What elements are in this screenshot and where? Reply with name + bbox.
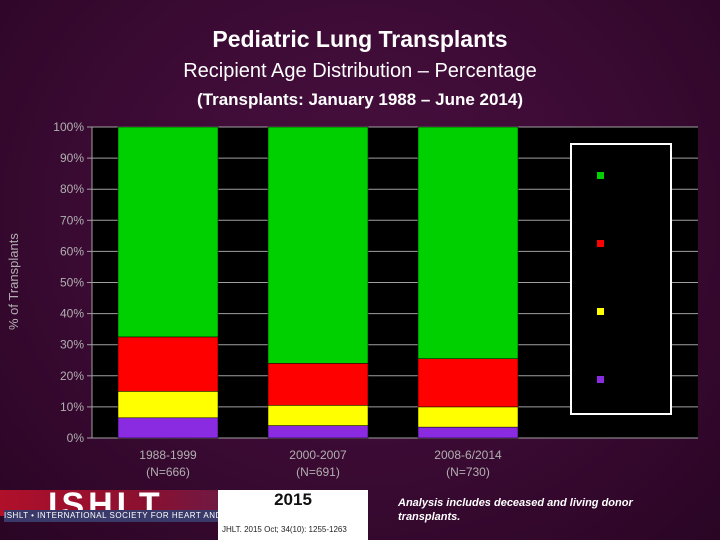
y-tick-label: 20% bbox=[60, 369, 84, 383]
y-tick-label: 80% bbox=[60, 182, 84, 196]
bar-segment bbox=[267, 126, 369, 364]
y-tick-label: 50% bbox=[60, 276, 84, 290]
y-tick-label: 90% bbox=[60, 151, 84, 165]
bar-segment bbox=[117, 126, 219, 338]
x-tick-label: 2008-6/2014 bbox=[434, 448, 502, 462]
y-tick-label: 40% bbox=[60, 307, 84, 321]
bar-segment bbox=[117, 391, 219, 419]
bar-segment bbox=[417, 406, 519, 428]
x-tick-label-count: (N=730) bbox=[446, 465, 490, 479]
legend-swatch bbox=[597, 172, 604, 179]
x-tick-label: 1988-1999 bbox=[139, 448, 197, 462]
bar-segment bbox=[417, 426, 519, 439]
bar-segment bbox=[117, 417, 219, 439]
chart-title: Pediatric Lung Transplants bbox=[212, 26, 508, 52]
report-year: 2015 bbox=[274, 490, 312, 509]
y-tick-label: 30% bbox=[60, 338, 84, 352]
x-tick-label-count: (N=666) bbox=[146, 465, 190, 479]
chart-subtitle-range: (Transplants: January 1988 – June 2014) bbox=[197, 90, 523, 109]
bar-segment bbox=[267, 405, 369, 426]
x-tick-label-count: (N=691) bbox=[296, 465, 340, 479]
year-box bbox=[218, 490, 368, 540]
citation: JHLT. 2015 Oct; 34(10): 1255-1263 bbox=[222, 525, 347, 534]
bar-segment bbox=[267, 425, 369, 439]
stacked-bar-chart: 0% 10% 20% 30% 40% 50% 60% 70% 80% 90% 100% 1988-19… bbox=[53, 120, 698, 479]
chart-subtitle: Recipient Age Distribution – Percentage bbox=[183, 60, 537, 82]
y-tick-label: 70% bbox=[60, 213, 84, 227]
y-tick-label: 60% bbox=[60, 244, 84, 258]
y-tick-label: 0% bbox=[67, 431, 85, 445]
legend-swatch bbox=[597, 308, 604, 315]
bar-segment bbox=[267, 363, 369, 406]
bar-segment bbox=[417, 358, 519, 408]
bar-segment bbox=[417, 126, 519, 359]
legend-box bbox=[570, 143, 672, 415]
legend-swatch bbox=[597, 376, 604, 383]
footnote: Analysis includes deceased and living do… bbox=[398, 497, 633, 523]
y-tick-label: 10% bbox=[60, 400, 84, 414]
bar-segment bbox=[117, 336, 219, 392]
legend-swatch bbox=[597, 240, 604, 247]
y-tick-label: 100% bbox=[53, 120, 84, 134]
y-axis-label: % of Transplants bbox=[6, 233, 21, 330]
x-tick-label: 2000-2007 bbox=[289, 448, 347, 462]
